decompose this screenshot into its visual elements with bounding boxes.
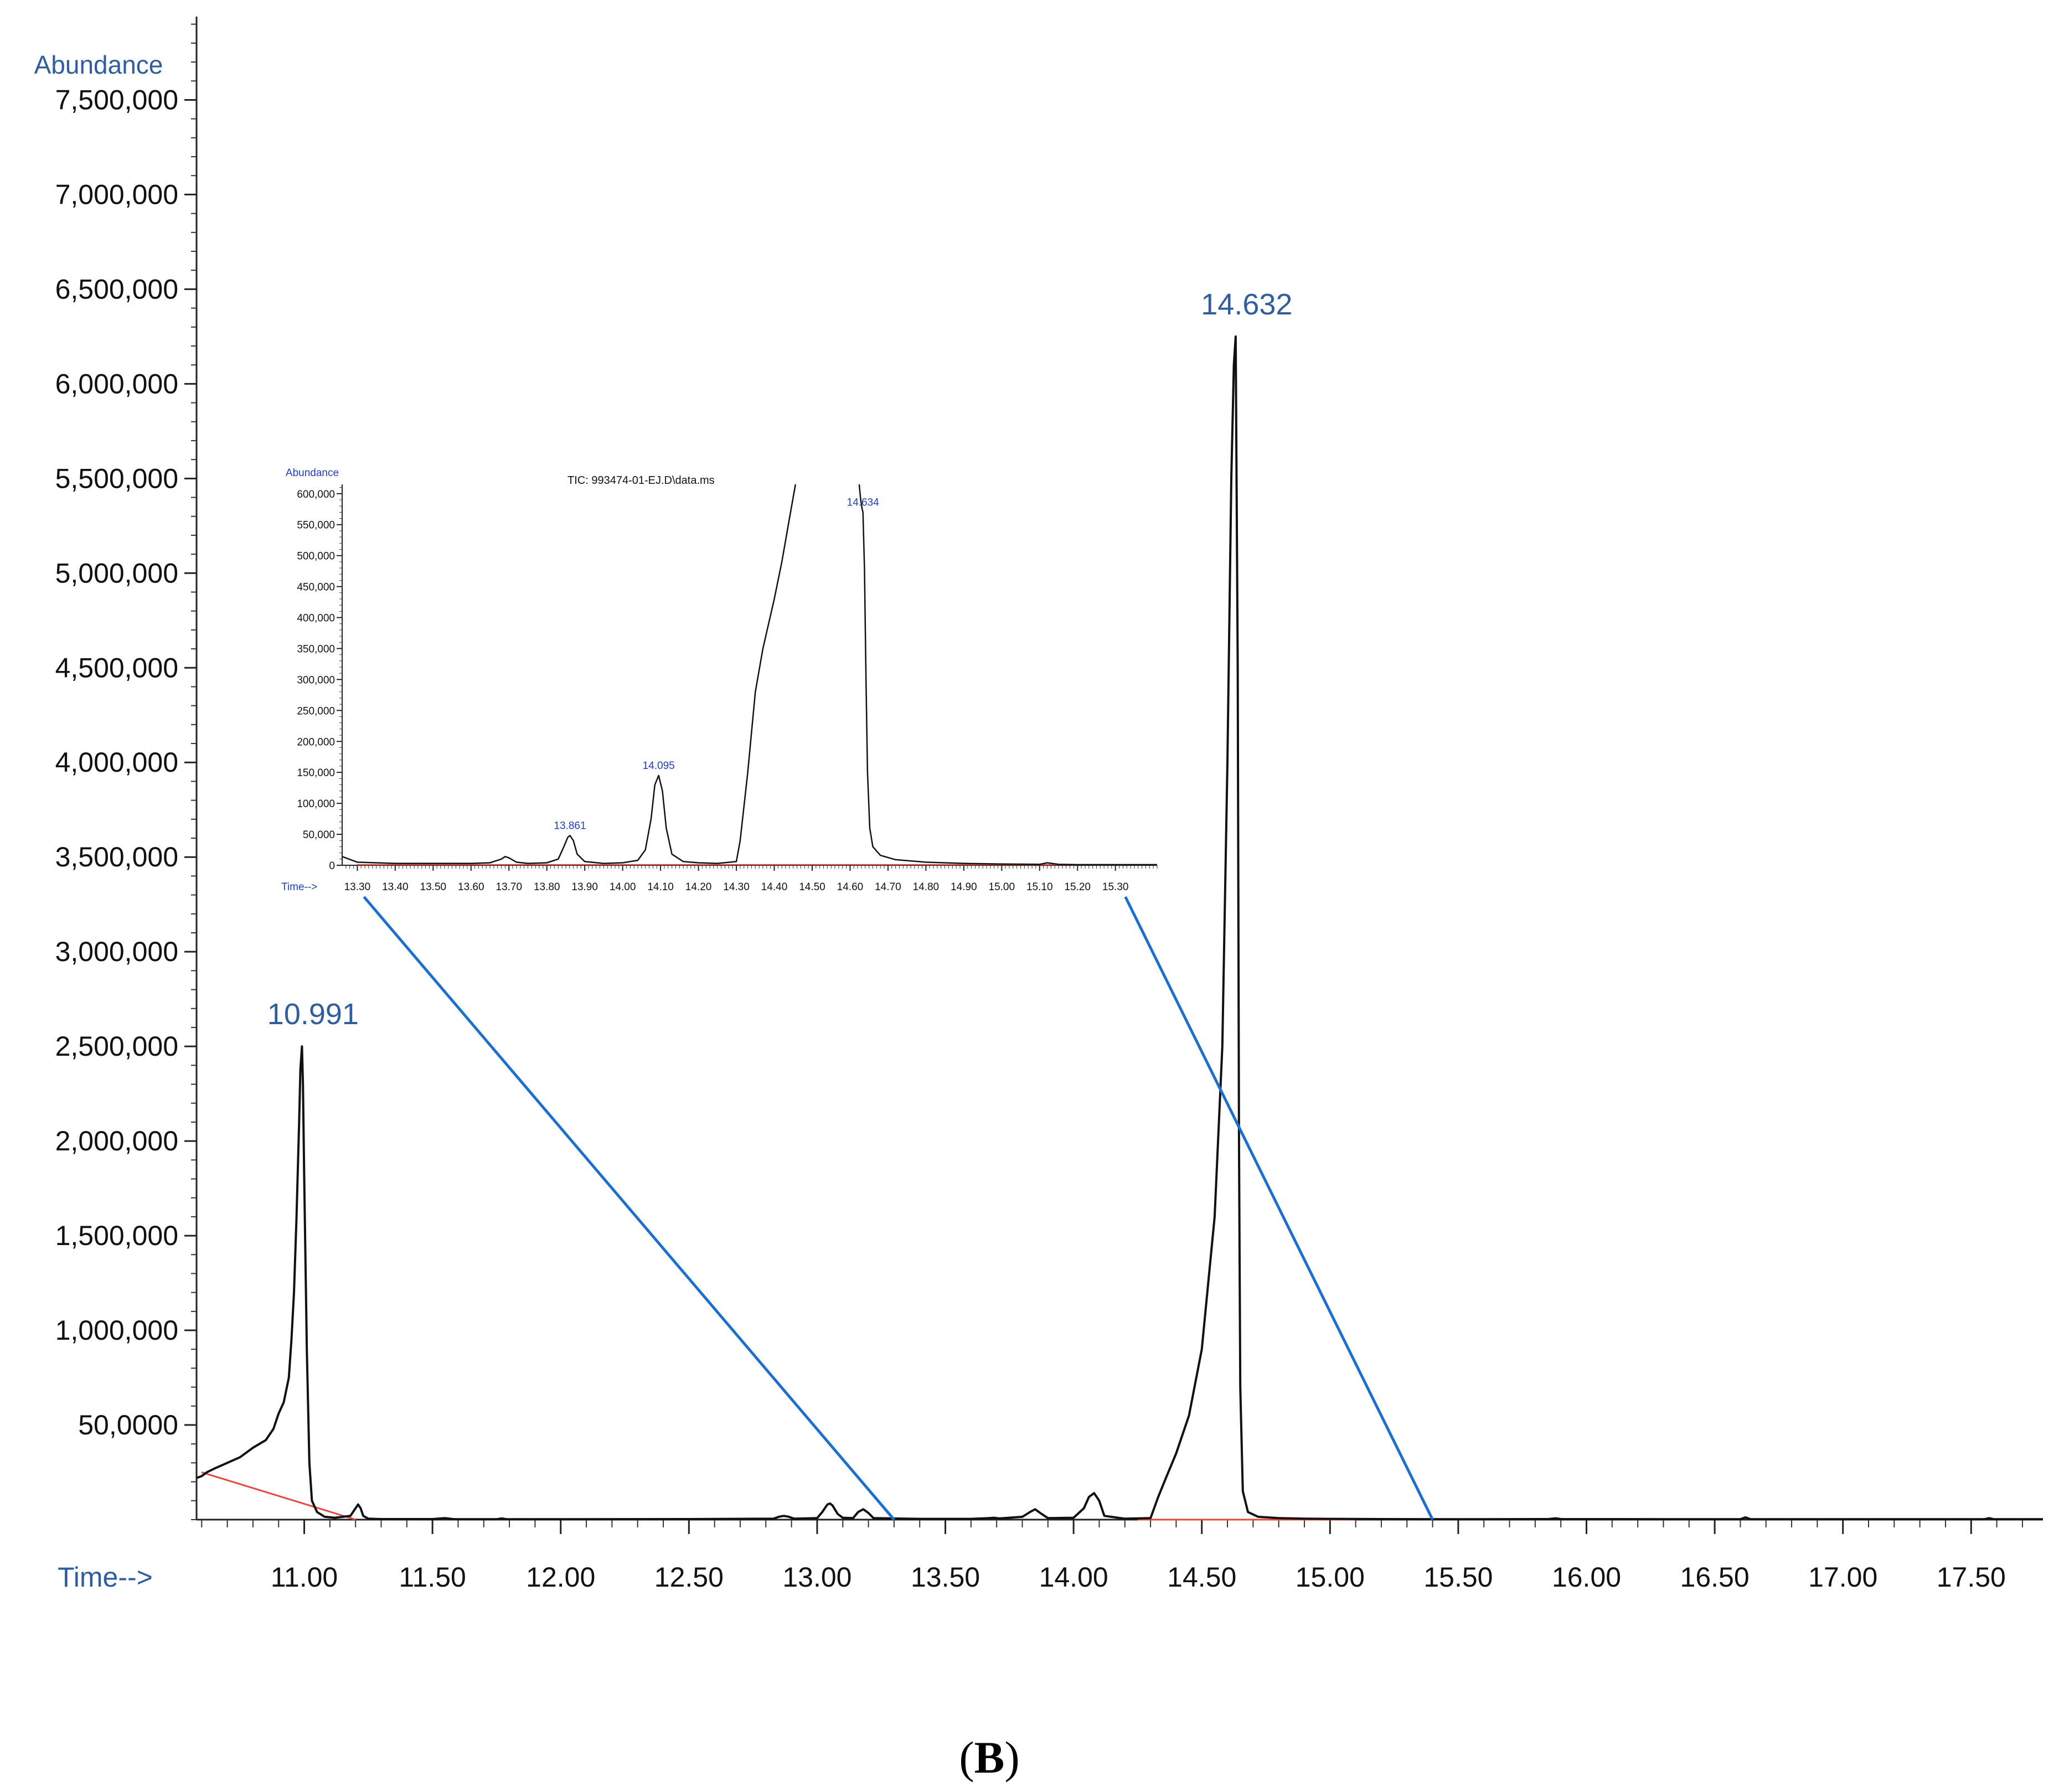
inset-axes — [339, 484, 1158, 869]
inset-x-tick-label: 14.00 — [610, 881, 636, 893]
inset-x-tick-label: 14.70 — [875, 881, 901, 893]
main-series — [196, 335, 2043, 1521]
zoom-connectors — [363, 896, 1434, 1521]
main-y-tick-label: 2,000,000 — [55, 1125, 178, 1156]
main-y-tick-label: 7,500,000 — [55, 84, 178, 115]
main-x-tick-label: 16.50 — [1680, 1562, 1750, 1593]
inset-peak-label: 14.095 — [643, 760, 675, 772]
inset-y-tick-label: 500,000 — [297, 551, 335, 562]
inset-x-tick-label: 13.80 — [534, 881, 560, 893]
main-y-tick-label: 1,500,000 — [55, 1220, 178, 1251]
main-chart: 50,00001,000,0001,500,0002,000,0002,500,… — [34, 17, 2043, 1593]
inset-x-tick-label: 14.60 — [837, 881, 864, 893]
inset-peak-label: 14.634 — [847, 497, 880, 508]
main-x-tick-label: 13.00 — [782, 1562, 852, 1593]
inset-y-tick-label: 550,000 — [297, 520, 335, 531]
main-y-tick-label: 5,000,000 — [55, 557, 178, 588]
inset-x-tick-label: 15.00 — [989, 881, 1015, 893]
inset-x-tick-label: 13.40 — [382, 881, 409, 893]
inset-y-tick-label: 100,000 — [297, 798, 335, 810]
main-y-tick-label: 3,500,000 — [55, 841, 178, 872]
inset-x-tick-label: 13.60 — [458, 881, 484, 893]
main-x-tick-label: 14.00 — [1039, 1562, 1108, 1593]
main-x-tick-label: 11.00 — [271, 1562, 338, 1593]
main-x-tick-label: 12.00 — [526, 1562, 595, 1593]
main-x-tick-label: 16.00 — [1552, 1562, 1621, 1593]
main-x-tick-label: 17.00 — [1808, 1562, 1877, 1593]
main-axes — [191, 17, 2043, 1527]
main-y-tick-label: 4,000,000 — [55, 747, 178, 778]
main-y-tick-label: 1,000,000 — [55, 1315, 178, 1346]
main-y-tick-label: 6,000,000 — [55, 368, 178, 399]
inset-series-line — [342, 484, 797, 864]
main-peak-label: 14.632 — [1201, 288, 1292, 321]
inset-x-tick-label: 14.80 — [913, 881, 940, 893]
inset-title: TIC: 993474-01-EJ.D\data.ms — [567, 474, 715, 487]
main-x-tick-label: 17.50 — [1937, 1562, 2006, 1593]
inset-chart: 0 50,000 100,000 150,000 200,000 250,000 300,0… — [281, 467, 1158, 893]
inset-y-tick-label: 50,000 — [303, 829, 335, 841]
inset-x-tick-label: 13.50 — [420, 881, 447, 893]
inset-x-tick-label: 14.10 — [647, 881, 674, 893]
inset-y-tick-label: 300,000 — [297, 674, 335, 686]
inset-y-tick-label: 200,000 — [297, 736, 335, 748]
inset-y-tick-label: 450,000 — [297, 582, 335, 593]
main-y-axis-label: Abundance — [34, 50, 163, 79]
main-x-tick-label: 15.00 — [1296, 1562, 1365, 1593]
inset-y-axis-label: Abundance — [286, 467, 339, 479]
inset-x-ticks: 13.30 13.40 13.50 13.60 13.70 13.80 13.90 14.00… — [344, 865, 1129, 893]
main-peak-annotations: 10.991 14.632 — [267, 288, 1293, 1031]
main-y-tick-label: 2,500,000 — [55, 1031, 178, 1062]
inset-x-tick-label: 14.50 — [799, 881, 825, 893]
inset-series-line — [858, 484, 1157, 866]
inset-x-tick-label: 14.20 — [685, 881, 712, 893]
inset-y-tick-label: 0 — [329, 860, 335, 872]
inset-x-tick-label: 13.70 — [496, 881, 522, 893]
inset-y-tick-label: 350,000 — [297, 643, 335, 655]
panel-label: (B) — [959, 1732, 1019, 1783]
main-y-tick-label: 4,500,000 — [55, 652, 178, 683]
inset-x-tick-label: 15.10 — [1026, 881, 1053, 893]
main-x-axis-label: Time--> — [58, 1562, 153, 1593]
main-y-tick-label: 3,000,000 — [55, 936, 178, 967]
main-series-line — [196, 335, 2043, 1521]
main-x-tick-label: 13.50 — [911, 1562, 980, 1593]
main-x-tick-label: 12.50 — [654, 1562, 724, 1593]
inset-series — [342, 484, 1157, 866]
inset-x-tick-label: 14.30 — [723, 881, 750, 893]
connector-line-right — [1124, 896, 1434, 1521]
inset-x-axis-label: Time--> — [281, 881, 317, 893]
inset-y-ticks: 0 50,000 100,000 150,000 200,000 250,000 300,0… — [297, 489, 342, 872]
inset-x-tick-label: 14.90 — [951, 881, 977, 893]
inset-y-tick-label: 600,000 — [297, 489, 335, 500]
main-x-tick-label: 15.50 — [1423, 1562, 1493, 1593]
main-y-ticks: 50,0000 1,000,000 1,500,000 2,000,000 2,500,… — [55, 84, 197, 1440]
inset-x-tick-label: 14.40 — [761, 881, 788, 893]
inset-y-tick-label: 150,000 — [297, 767, 335, 779]
inset-x-tick-label: 15.20 — [1064, 881, 1091, 893]
inset-x-tick-label: 13.90 — [571, 881, 598, 893]
main-baseline-markers — [201, 1471, 1356, 1521]
main-y-tick-label: 6,500,000 — [55, 273, 178, 304]
main-x-tick-label: 14.50 — [1167, 1562, 1236, 1593]
main-y-tick-label: 7,000,000 — [55, 179, 178, 210]
main-x-tick-label: 11.50 — [399, 1562, 466, 1593]
main-peak-label: 10.991 — [267, 998, 359, 1031]
inset-x-tick-label: 15.30 — [1102, 881, 1129, 893]
main-x-ticks: 11.00 11.50 12.00 12.50 13.00 13.50 14.00 14.50… — [271, 1520, 2006, 1593]
inset-peak-label: 13.861 — [554, 820, 586, 832]
inset-y-tick-label: 250,000 — [297, 705, 335, 717]
inset-y-tick-label: 400,000 — [297, 613, 335, 624]
main-y-tick-label: 50,0000 — [78, 1409, 178, 1440]
connector-line-left — [363, 896, 895, 1521]
main-baseline-segment — [201, 1471, 356, 1521]
inset-x-tick-label: 13.30 — [344, 881, 371, 893]
main-y-tick-label: 5,500,000 — [55, 463, 178, 494]
inset-peak-annotations: 13.861 14.095 14.634 — [554, 497, 879, 832]
